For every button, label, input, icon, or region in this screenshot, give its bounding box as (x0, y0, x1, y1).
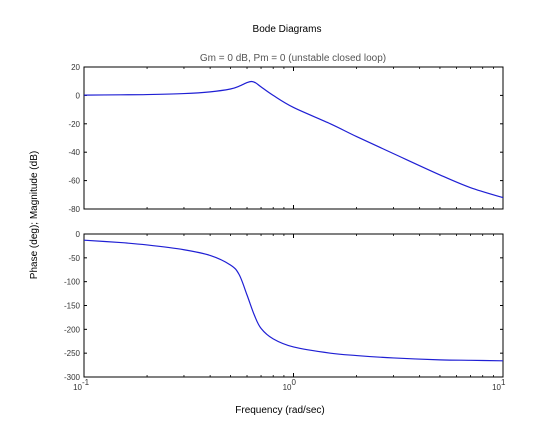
phase-xtick-exponent: 1 (501, 378, 506, 387)
mag-axes-frame (83, 66, 504, 210)
phase-axes-frame (83, 233, 504, 378)
phase-ytick-label: -100 (64, 278, 81, 287)
phase-ytick-label: -300 (64, 373, 81, 382)
x-axis-label: Frequency (rad/sec) (235, 405, 324, 416)
phase-ytick-label: -200 (64, 325, 81, 334)
phase-curve (83, 239, 504, 362)
mag-ytick-label: 0 (76, 91, 81, 100)
mag-ytick-label: -20 (68, 120, 80, 129)
figure-subtitle: Gm = 0 dB, Pm = 0 (unstable closed loop) (200, 53, 386, 64)
phase-ytick-label: -250 (64, 349, 81, 358)
y-axis-label: Phase (deg); Magnitude (dB) (29, 151, 40, 279)
phase-xtick-label: 10 (492, 383, 501, 392)
mag-ytick-label: -80 (68, 205, 80, 214)
mag-ytick-label: -40 (68, 148, 80, 157)
phase-ytick-label: -50 (68, 254, 80, 263)
mag-curve (83, 80, 504, 199)
phase-ytick-label: -150 (64, 302, 81, 311)
phase-xtick-exponent: -1 (82, 378, 90, 387)
magnitude-axes: 20 0 -20 -40 -60 -80 (68, 63, 504, 214)
phase-xtick-label: 10 (283, 383, 292, 392)
phase-ytick-label: 0 (76, 230, 81, 239)
figure-title: Bode Diagrams (253, 24, 322, 35)
phase-xtick-label: 10 (73, 383, 82, 392)
mag-ytick-label: 20 (71, 63, 80, 72)
phase-xtick-exponent: 0 (292, 378, 297, 387)
mag-ytick-label: -60 (68, 177, 80, 186)
